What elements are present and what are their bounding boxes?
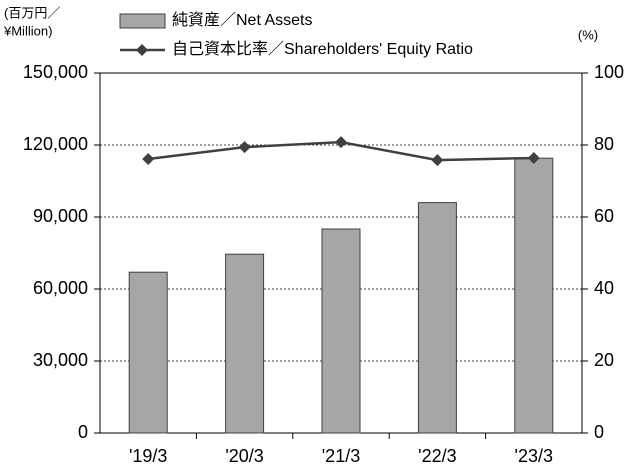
- y-axis-title: (百万円／: [4, 5, 60, 20]
- bar: [514, 157, 554, 434]
- legend-label: 純資産／Net Assets: [172, 11, 312, 29]
- y-tick-label: 150,000: [23, 62, 88, 82]
- marker: [142, 153, 155, 166]
- y2-tick-label: 0: [594, 422, 604, 442]
- legend-label: 自己資本比率／Shareholders' Equity Ratio: [172, 40, 473, 58]
- bar: [128, 271, 168, 434]
- y2-tick-label: 60: [594, 206, 614, 226]
- legend-swatch: [119, 13, 166, 29]
- y-tick-label: 90,000: [33, 206, 88, 226]
- x-tick-label: '21/3: [322, 446, 360, 466]
- bar: [225, 253, 265, 434]
- legend-marker: [136, 44, 148, 56]
- x-tick-label: '22/3: [418, 446, 456, 466]
- y-axis-title: ¥Million): [3, 23, 52, 38]
- marker: [431, 154, 444, 167]
- x-tick-label: '20/3: [225, 446, 263, 466]
- y-tick-label: 30,000: [33, 350, 88, 370]
- x-tick-label: '23/3: [515, 446, 553, 466]
- marker: [527, 151, 540, 164]
- y-tick-label: 0: [78, 422, 88, 442]
- bar: [417, 202, 457, 434]
- y2-tick-label: 20: [594, 350, 614, 370]
- y2-tick-label: 80: [594, 134, 614, 154]
- y-tick-label: 60,000: [33, 278, 88, 298]
- bar: [321, 228, 361, 434]
- marker: [238, 141, 251, 154]
- y2-tick-label: 40: [594, 278, 614, 298]
- marker: [335, 136, 347, 149]
- y-tick-label: 120,000: [23, 134, 88, 154]
- x-tick-label: '19/3: [129, 446, 167, 466]
- y2-tick-label: 100: [594, 62, 624, 82]
- y2-axis-title: (%): [578, 27, 598, 42]
